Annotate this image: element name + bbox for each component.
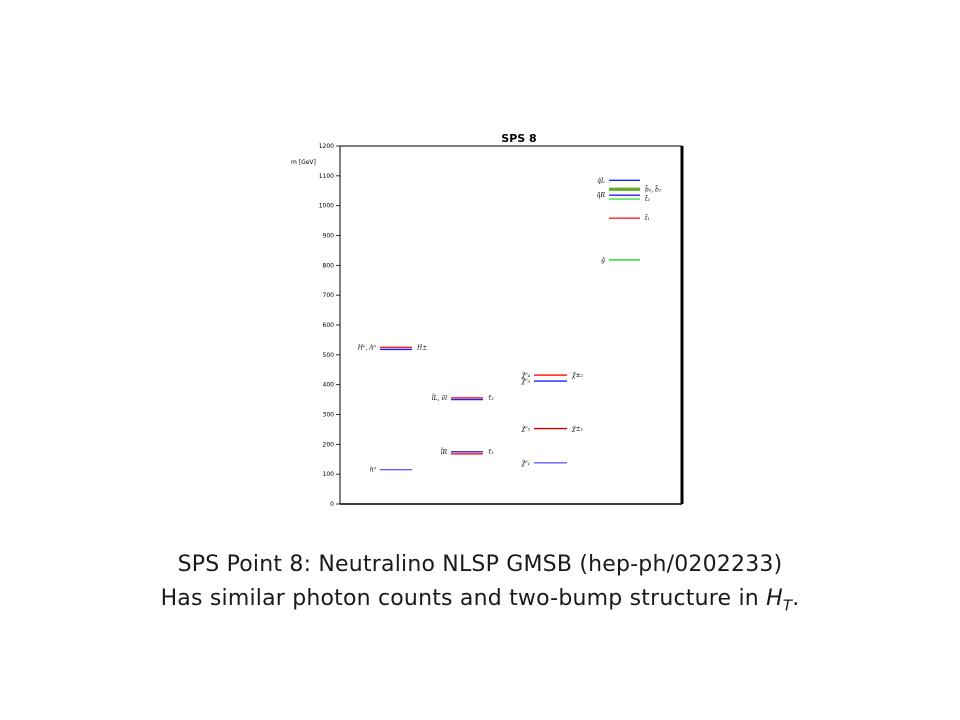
caption-variable: H (766, 586, 783, 611)
level-label-left: l̃L, ν̃l (431, 394, 447, 401)
level-label-left: g̃ (601, 257, 605, 264)
level-label-right: b̃₂, b̃₁ (645, 186, 661, 193)
level-label-left: χ̃⁰₄ (521, 372, 531, 379)
level-label-right: χ̃±₁ (571, 426, 583, 433)
level-label-right: t̃₂ (645, 196, 650, 203)
level-label-left: H⁰, A⁰ (357, 344, 377, 351)
level-label-left: χ̃⁰₃ (521, 378, 531, 385)
y-axis-label: m [GeV] (291, 159, 316, 166)
level-label-right: H± (416, 344, 427, 351)
y-tick-label: 700 (323, 292, 335, 299)
y-tick-label: 200 (323, 441, 335, 448)
y-tick-label: 100 (323, 471, 335, 478)
level-label-right: τ̃₁ (488, 449, 494, 456)
level-label-left: χ̃⁰₁ (521, 460, 530, 467)
level-label-left: q̃L (597, 177, 605, 184)
chart-title: SPS 8 (501, 132, 536, 145)
y-tick-label: 500 (323, 352, 335, 359)
y-tick-label: 800 (323, 262, 335, 269)
caption-subtitle: Has similar photon counts and two-bump s… (0, 586, 960, 614)
caption-variable-subscript: T (782, 596, 793, 615)
y-tick-label: 300 (323, 412, 335, 419)
caption-subtitle-text: Has similar photon counts and two-bump s… (160, 586, 767, 611)
caption-period: . (792, 586, 800, 611)
level-label-right: χ̃±₂ (571, 372, 584, 379)
y-tick-label: 400 (323, 382, 335, 389)
level-label-left: h⁰ (370, 467, 377, 474)
y-tick-label: 1000 (319, 203, 334, 210)
y-tick-label: 900 (323, 233, 335, 240)
y-tick-label: 1200 (319, 143, 334, 150)
y-tick-label: 600 (323, 322, 335, 329)
level-label-right: τ̃₂ (488, 395, 494, 402)
y-tick-label: 1100 (319, 173, 334, 180)
level-label-left: q̃R (597, 192, 606, 199)
level-label-left: χ̃⁰₂ (521, 426, 531, 433)
level-label-right: t̃₁ (645, 215, 650, 222)
level-label-left: l̃R (440, 448, 447, 455)
y-tick-label: 0 (330, 501, 334, 508)
caption-title: SPS Point 8: Neutralino NLSP GMSB (hep-p… (177, 552, 783, 577)
